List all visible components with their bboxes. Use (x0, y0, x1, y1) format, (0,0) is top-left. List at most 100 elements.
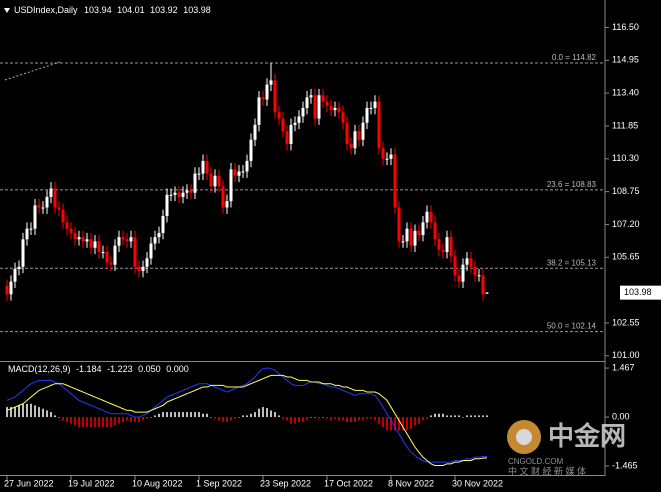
histogram-bar (246, 415, 248, 418)
histogram-bar (462, 417, 464, 418)
candle-body (453, 256, 457, 276)
histogram-bar (142, 417, 144, 421)
histogram-bar (322, 417, 324, 418)
histogram-bar (438, 413, 440, 418)
histogram-bar (414, 417, 416, 426)
candle-body (225, 201, 229, 208)
last-price-label: 103.98 (624, 287, 652, 297)
high-readout: 104.01 (117, 5, 145, 15)
histogram-bar (290, 417, 292, 424)
candle-body (97, 241, 101, 252)
candle-body (229, 169, 233, 202)
fibo-level-label: 23.6 = 108.83 (547, 180, 597, 189)
close-readout: 103.98 (183, 5, 211, 15)
histogram-bar (206, 413, 208, 418)
histogram-bar (154, 415, 156, 418)
candle-body (33, 205, 37, 229)
histogram-bar (130, 417, 132, 423)
histogram-bar (370, 417, 372, 419)
candle-body (85, 239, 89, 242)
candle-body (181, 192, 185, 197)
histogram-bar (50, 412, 52, 418)
histogram-bar (102, 417, 104, 428)
x-tick-label: 23 Sep 2022 (260, 478, 311, 488)
histogram-bar (318, 417, 320, 419)
histogram-bar (282, 417, 284, 419)
candle-body (57, 207, 61, 210)
candle-body (253, 124, 257, 140)
candle-body (13, 268, 17, 282)
x-tick-label: 27 Jun 2022 (4, 478, 54, 488)
y-tick-label: 116.50 (612, 22, 639, 32)
candle-body (197, 173, 201, 175)
candle-body (269, 80, 273, 85)
histogram-bar (478, 415, 480, 418)
histogram-bar (430, 415, 432, 418)
histogram-bar (54, 415, 56, 418)
candle-body (437, 239, 441, 250)
candle-body (237, 171, 241, 176)
histogram-bar (250, 413, 252, 418)
candle-body (165, 194, 169, 216)
candle-body (365, 107, 369, 123)
candle-body (433, 222, 437, 240)
candle-body (289, 124, 293, 144)
histogram-bar (338, 417, 340, 421)
candle-body (397, 207, 401, 242)
candle-body (329, 105, 333, 111)
candle-body (137, 266, 141, 272)
candle-body (369, 107, 373, 109)
candle-body (257, 97, 261, 125)
histogram-bar (270, 410, 272, 418)
histogram-bar (454, 415, 456, 418)
y-tick-label: 102.55 (612, 317, 640, 327)
histogram-bar (378, 417, 380, 424)
candle-body (173, 192, 177, 195)
histogram-bar (326, 417, 328, 419)
open-readout: 103.94 (84, 5, 112, 15)
watermark-site: CNGOLD.COM (508, 457, 563, 466)
macd-readout: 0.000 (166, 364, 189, 374)
candle-body (377, 101, 381, 149)
candle-body (89, 239, 93, 248)
candle-body (333, 107, 337, 111)
histogram-bar (26, 403, 28, 418)
low-readout: 103.92 (150, 5, 178, 15)
histogram-bar (30, 403, 32, 418)
candle-body (49, 188, 53, 197)
histogram-bar (470, 415, 472, 418)
histogram-bar (134, 417, 136, 423)
macd-line (6, 374, 488, 466)
histogram-bar (198, 412, 200, 418)
candle-body (233, 169, 237, 176)
candle-body (337, 107, 341, 113)
histogram-bar (214, 417, 216, 419)
histogram-bar (118, 417, 120, 424)
candle-body (117, 237, 121, 246)
candle-body (245, 160, 249, 172)
histogram-bar (166, 412, 168, 418)
histogram-bar (450, 415, 452, 418)
histogram-bar (218, 417, 220, 421)
candle-body (69, 228, 73, 233)
candle-body (113, 245, 117, 265)
x-tick-label: 17 Oct 2022 (324, 478, 373, 488)
macd-line (6, 367, 488, 463)
histogram-bar (422, 417, 424, 421)
candle-body (81, 237, 85, 242)
y-tick-label: 111.85 (612, 120, 638, 130)
histogram-bar (106, 417, 108, 428)
candle-body (61, 209, 65, 223)
candle-body (381, 148, 385, 159)
histogram-bar (254, 412, 256, 418)
histogram-bar (350, 417, 352, 423)
candle-body (157, 232, 161, 238)
histogram-bar (334, 417, 336, 419)
candle-body (25, 228, 29, 240)
candle-body (65, 222, 69, 229)
candle-body (317, 95, 321, 119)
y-tick-label: 110.30 (612, 153, 639, 163)
histogram-bar (230, 417, 232, 421)
candle-body (405, 228, 409, 242)
histogram-bar (354, 417, 356, 423)
